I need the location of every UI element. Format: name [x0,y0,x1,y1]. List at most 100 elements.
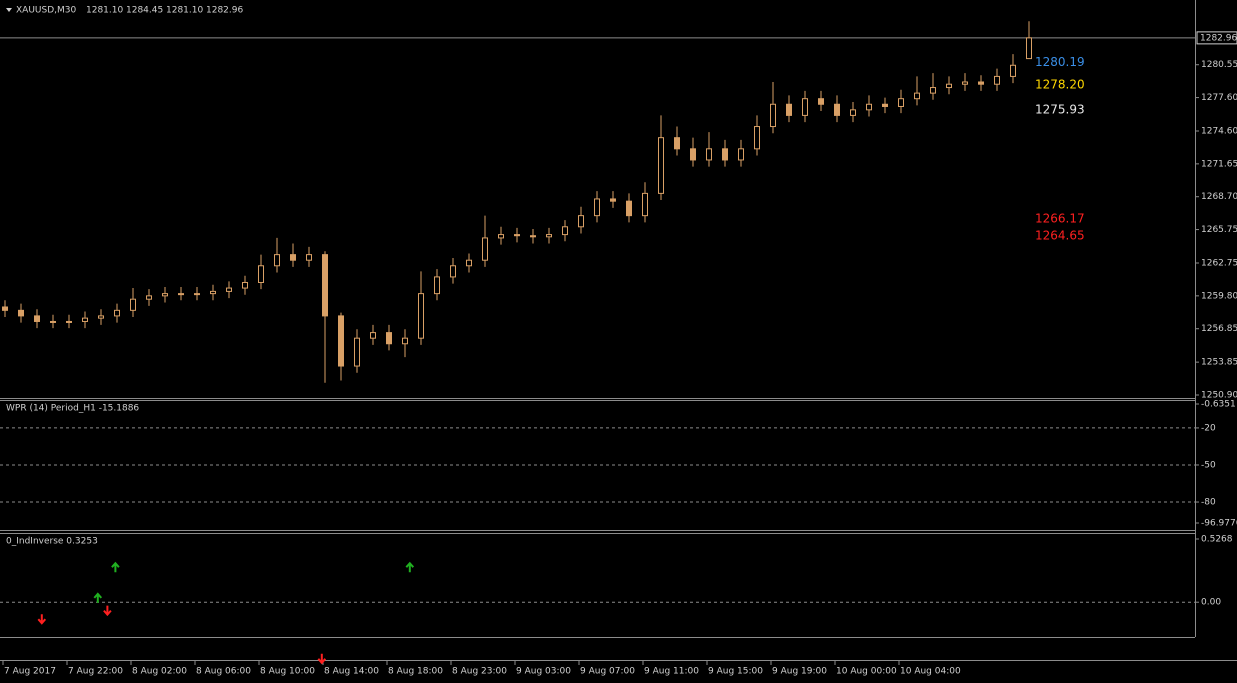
candle-body [34,315,40,322]
candle-body [274,254,280,267]
x-tick-label: 7 Aug 22:00 [68,667,123,677]
pane-title: 0_IndInverse 0.3253 [6,537,98,547]
x-tick-label: 8 Aug 23:00 [452,667,507,677]
candle-body [690,148,696,161]
candle-body [626,200,632,217]
candle-body [418,293,424,339]
y-tick-label: 1280.55 [1201,60,1237,70]
candle-body [850,109,856,116]
y-tick-label: 1277.60 [1201,93,1237,103]
candle-body [178,293,184,296]
candle-body [930,87,936,94]
candle-body [738,148,744,161]
price-tag [1196,31,1237,45]
y-tick-label: -80 [1201,498,1216,508]
candle-body [642,192,648,217]
buy-arrow [111,561,120,573]
y-tick-label: 1259.80 [1201,291,1237,301]
candle-body [610,198,616,202]
x-tick-label: 8 Aug 10:00 [260,667,315,677]
candle-body [914,92,920,100]
candle-body [578,215,584,228]
sell-arrow [317,653,327,665]
candle-body [834,103,840,116]
x-tick-label: 9 Aug 03:00 [516,667,571,677]
y-tick-label: -20 [1201,423,1216,433]
candle-body [722,148,728,161]
sell-arrow [37,614,47,625]
candle-body [818,98,824,105]
buy-arrow [405,561,415,573]
candle-body [82,317,88,322]
ma-value-label: 1264.65 [1035,228,1085,242]
y-tick-label: 1256.85 [1201,324,1237,334]
menu-triangle [6,8,12,12]
y-tick-label: 1262.75 [1201,258,1237,268]
candle-body [226,287,232,292]
candle-body [530,235,536,238]
candle-body [194,293,200,296]
y-tick-label: 1253.85 [1201,358,1237,368]
price-tag-label: 1282.96 [1200,33,1237,43]
candle-body [802,98,808,116]
y-tick-label: 0.00 [1201,598,1221,608]
candle-body [882,103,888,107]
candle-body [946,83,952,89]
ohlc-label: 1281.10 [166,6,203,16]
ma-value-label: 1275.93 [1035,103,1085,117]
ma-value-label: 1266.17 [1035,211,1085,225]
chart-title: XAUUSD,M30 [16,6,76,16]
candle-body [546,234,552,238]
candle-body [770,103,776,128]
x-tick-label: 10 Aug 00:00 [836,667,897,677]
y-tick-label: 1271.65 [1201,159,1237,169]
x-tick-label: 9 Aug 19:00 [772,667,827,677]
candle-body [898,98,904,107]
candle-body [210,290,216,295]
buy-arrow [93,592,103,603]
candle-body [402,337,408,345]
candle-body [994,75,1000,85]
candle-body [594,198,600,217]
candle-body [450,265,456,278]
candle-body [242,281,248,289]
candle-body [514,234,520,237]
ohlc-label: 1282.96 [206,6,243,16]
candle-body [290,254,296,261]
candle-body [370,332,376,339]
x-tick-label: 8 Aug 06:00 [196,667,251,677]
candle-body [354,337,360,367]
candle-body [130,298,136,311]
candle-body [306,254,312,261]
candle-body [658,137,664,194]
candle-body [466,259,472,267]
candle-body [2,306,8,311]
x-tick-label: 8 Aug 02:00 [132,667,187,677]
candle-body [162,293,168,297]
x-tick-label: 8 Aug 14:00 [324,667,379,677]
y-tick-label: -50 [1201,460,1216,470]
candle-body [1010,64,1016,77]
x-tick-label: 10 Aug 04:00 [900,667,961,677]
x-tick-label: 8 Aug 18:00 [388,667,443,677]
candle-body [66,320,72,323]
pane-title: WPR (14) Period_H1 -15.1886 [6,404,139,414]
y-tick-label: -0.6351 [1201,400,1236,410]
candle-body [386,332,392,345]
candle-body [434,276,440,295]
candle-body [754,126,760,150]
candle-body [498,234,504,239]
y-tick-label: 1268.70 [1201,192,1237,202]
ma-value-label: 1278.20 [1035,77,1085,91]
candle-body [674,137,680,150]
candle-body [482,237,488,261]
y-tick-label: -96.9776 [1201,519,1237,529]
y-tick-label: 1274.60 [1201,126,1237,136]
y-tick-label: 0.5268 [1201,535,1233,545]
candle-body [322,254,328,317]
sell-arrow [103,605,112,617]
candle-body [1026,37,1032,60]
